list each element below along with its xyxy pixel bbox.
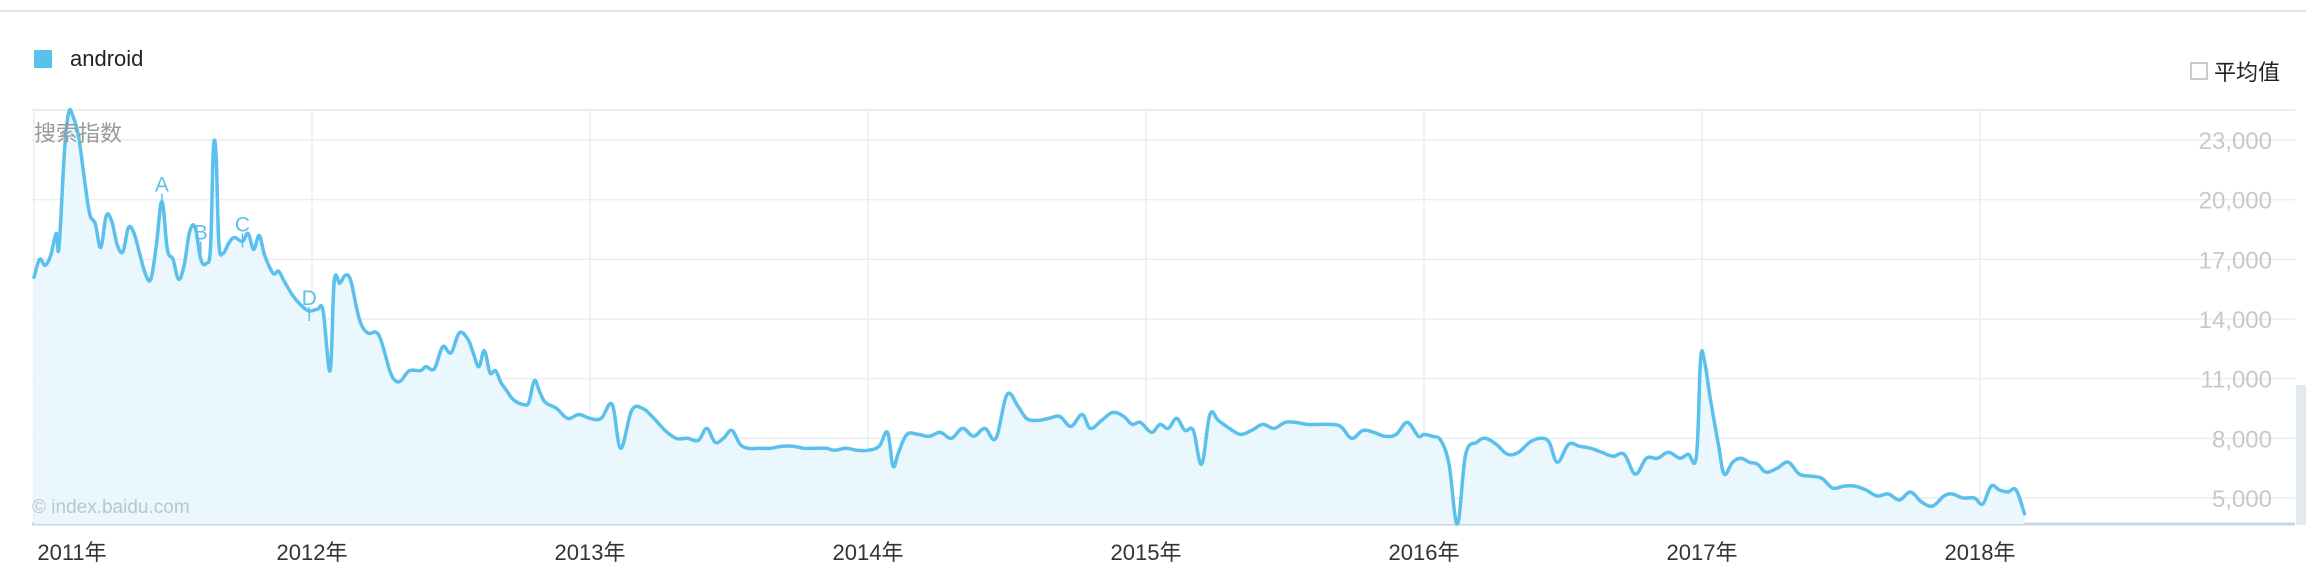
- x-tick-label: 2016年: [1389, 540, 1460, 565]
- y-axis-title: 搜索指数: [34, 121, 123, 146]
- y-tick-label: 23,000: [2199, 128, 2272, 155]
- annotation-markers: A B C D: [155, 174, 317, 322]
- y-axis-ticks: 5,000 8,000 11,000 14,000 17,000 20,000 23,000: [2199, 128, 2272, 513]
- series-area-android: [34, 109, 2025, 524]
- x-tick-label: 2015年: [1111, 540, 1182, 565]
- x-tick-label: 2012年: [277, 540, 348, 565]
- average-value-toggle[interactable]: 平均值: [2190, 55, 2280, 87]
- average-checkbox[interactable]: [2190, 62, 2208, 80]
- legend-swatch-square-icon: [34, 50, 52, 68]
- x-tick-label: 2018年: [1945, 540, 2016, 565]
- x-tick-label: 2013年: [555, 540, 626, 565]
- y-tick-label: 8,000: [2212, 426, 2272, 453]
- series-line-android[interactable]: [32, 107, 2027, 526]
- x-axis-ticks: 2011年 2012年 2013年 2014年 2015年 2016年 2017年 2018年: [37, 540, 2015, 565]
- annotation-label[interactable]: D: [302, 287, 317, 310]
- watermark: © index.baidu.com: [32, 497, 190, 518]
- scroll-handle[interactable]: [2296, 385, 2306, 525]
- y-tick-label: 11,000: [2200, 367, 2272, 394]
- annotation-label[interactable]: B: [194, 221, 208, 244]
- x-tick-label: 2011年: [37, 540, 106, 565]
- legend-series-label: android: [70, 46, 144, 71]
- x-tick-label: 2017年: [1667, 540, 1738, 565]
- y-tick-label: 14,000: [2199, 307, 2272, 334]
- x-tick-label: 2014年: [833, 540, 904, 565]
- y-tick-label: 5,000: [2212, 486, 2272, 513]
- annotation-label[interactable]: C: [235, 213, 250, 236]
- y-tick-label: 20,000: [2199, 188, 2272, 215]
- annotation-label[interactable]: A: [155, 174, 169, 197]
- y-tick-label: 17,000: [2199, 247, 2272, 274]
- average-label: 平均值: [2214, 60, 2281, 85]
- chart-legend[interactable]: android: [34, 46, 143, 72]
- top-divider: [0, 10, 2306, 12]
